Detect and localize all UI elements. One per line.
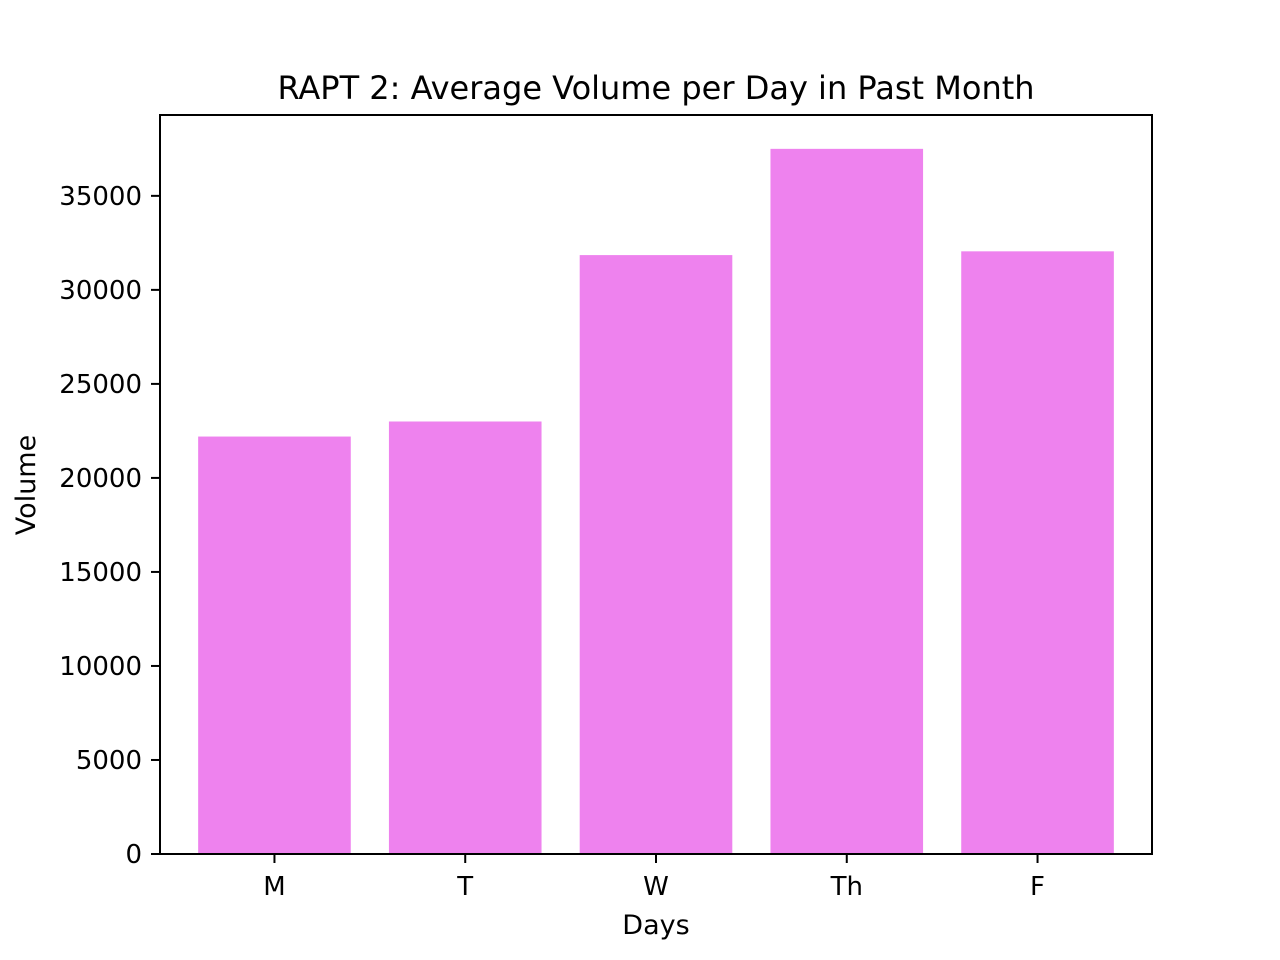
y-tick-label: 5000 <box>76 746 142 776</box>
bars-group <box>198 148 1114 854</box>
y-tick-label: 35000 <box>59 182 142 212</box>
y-tick-label: 0 <box>125 840 142 870</box>
bar-th <box>770 148 924 854</box>
x-tick-label: Th <box>830 872 863 902</box>
y-axis-ticks: 0 5000 10000 15000 20000 25000 30000 35000 <box>59 182 160 870</box>
y-tick-label: 15000 <box>59 558 142 588</box>
y-tick-label: 20000 <box>59 464 142 494</box>
y-tick-label: 30000 <box>59 276 142 306</box>
chart-title: RAPT 2: Average Volume per Day in Past M… <box>277 69 1034 107</box>
y-tick-label: 10000 <box>59 652 142 682</box>
bar-m <box>198 436 351 854</box>
x-tick-label: W <box>643 872 669 902</box>
plot-area-frame <box>159 114 1153 855</box>
bar-w <box>579 255 733 854</box>
bar-t <box>388 421 542 854</box>
y-axis-label: Volume <box>11 435 42 535</box>
x-axis-ticks: M T W Th F <box>263 854 1045 902</box>
x-tick-label: M <box>263 872 285 902</box>
x-tick-label: F <box>1030 872 1045 902</box>
y-tick-label: 25000 <box>59 370 142 400</box>
x-axis-label: Days <box>622 910 689 941</box>
x-tick-label: T <box>456 872 473 902</box>
bar-f <box>961 251 1114 854</box>
